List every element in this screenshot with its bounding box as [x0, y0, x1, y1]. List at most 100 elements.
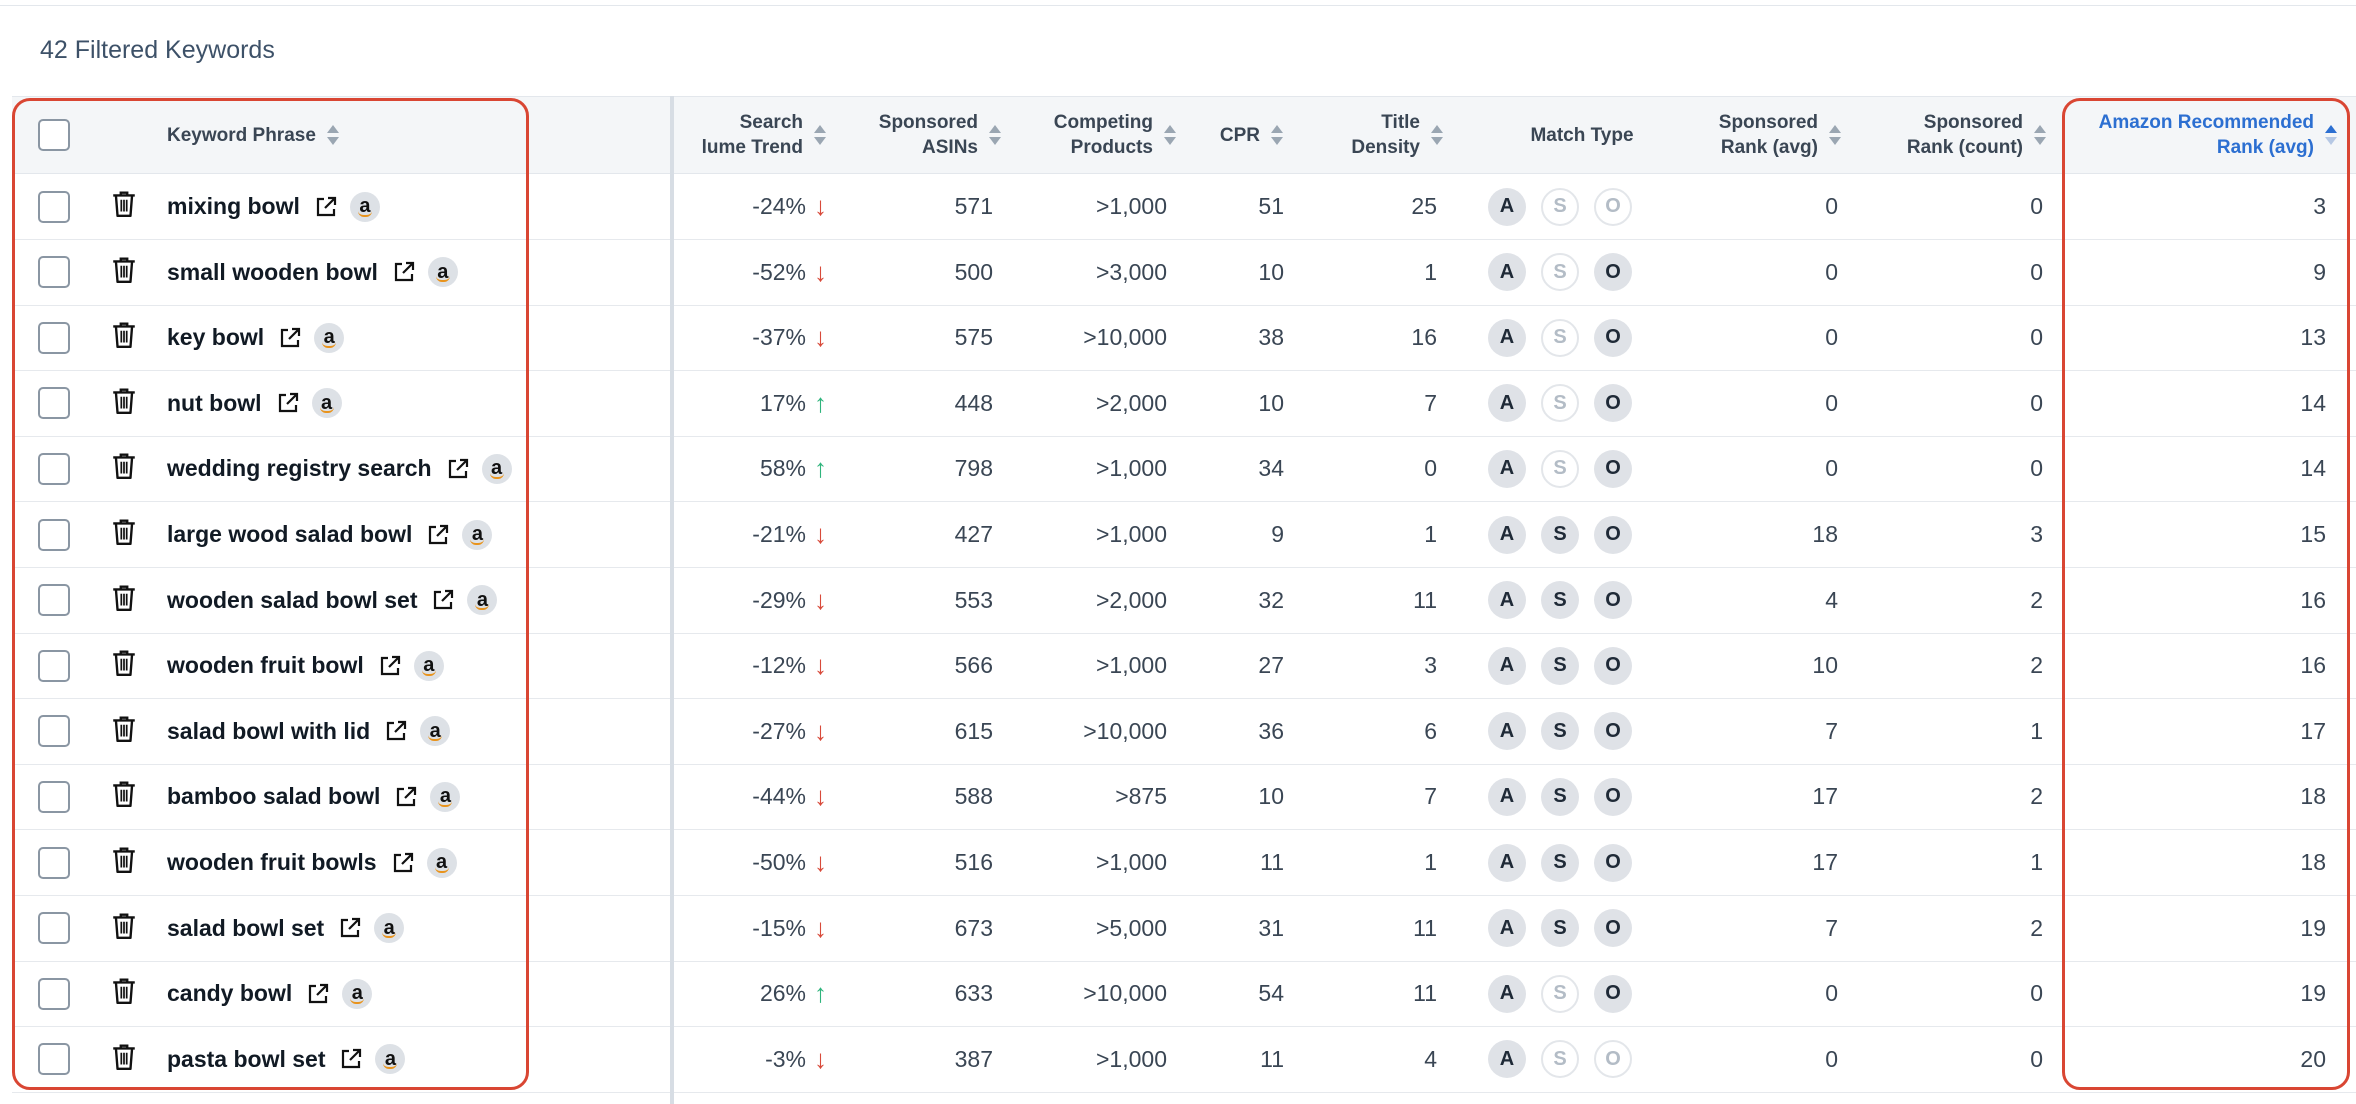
match-badge-a[interactable]: A [1488, 318, 1526, 357]
row-checkbox[interactable] [38, 715, 70, 748]
keyword-phrase[interactable]: pasta bowl set [167, 1045, 326, 1072]
external-link-icon[interactable] [380, 785, 418, 809]
amazon-icon[interactable]: a [314, 322, 345, 353]
external-link-icon[interactable] [325, 1047, 363, 1071]
header-cpr[interactable]: CPR [1182, 97, 1284, 173]
amazon-icon[interactable]: a [420, 716, 451, 747]
external-link-icon[interactable] [300, 195, 338, 219]
match-badge-a[interactable]: A [1488, 974, 1526, 1013]
delete-keyword-button[interactable] [104, 896, 144, 961]
header-sponsored-rank-count[interactable]: Sponsored Rank (count) [1852, 97, 2047, 173]
amazon-icon[interactable]: a [342, 978, 373, 1009]
match-badge-o[interactable]: O [1594, 646, 1632, 685]
keyword-phrase[interactable]: large wood salad bowl [167, 521, 413, 547]
trash-icon[interactable] [111, 912, 137, 945]
match-badge-o[interactable]: O [1594, 253, 1632, 292]
external-link-icon[interactable] [377, 851, 415, 875]
trash-icon[interactable] [111, 780, 137, 813]
match-badge-a[interactable]: A [1488, 712, 1526, 751]
keyword-phrase[interactable]: mixing bowl [167, 193, 300, 219]
row-checkbox[interactable] [38, 780, 70, 813]
header-amazon-recommended-rank[interactable]: Amazon Recommended Rank (avg) [2062, 97, 2338, 173]
trash-icon[interactable] [111, 518, 137, 551]
header-select-all[interactable] [34, 97, 74, 173]
trash-icon[interactable] [111, 190, 137, 223]
match-badge-o[interactable]: O [1594, 318, 1632, 357]
match-badge-o[interactable]: O [1594, 581, 1632, 620]
sort-icon[interactable] [1828, 123, 1842, 147]
match-badge-a[interactable]: A [1488, 646, 1526, 685]
amazon-icon[interactable]: a [462, 519, 493, 550]
match-badge-o[interactable]: O [1594, 974, 1632, 1013]
sort-icon[interactable] [2033, 123, 2047, 147]
match-badge-o[interactable]: O [1594, 1040, 1632, 1079]
row-select[interactable] [34, 436, 74, 501]
keyword-phrase[interactable]: wooden salad bowl set [167, 586, 418, 613]
row-select[interactable] [34, 764, 74, 829]
match-badge-a[interactable]: A [1488, 581, 1526, 620]
match-badge-s[interactable]: S [1541, 843, 1579, 882]
header-title-density[interactable]: Title Density [1292, 97, 1444, 173]
row-select[interactable] [34, 502, 74, 567]
match-badge-s[interactable]: S [1541, 449, 1579, 488]
keyword-phrase[interactable]: bamboo salad bowl [167, 783, 381, 810]
sort-icon[interactable] [813, 123, 827, 147]
row-checkbox[interactable] [38, 649, 70, 682]
keyword-phrase[interactable]: wooden fruit bowl [167, 652, 364, 679]
match-badge-s[interactable]: S [1541, 974, 1579, 1013]
amazon-icon[interactable]: a [413, 650, 444, 681]
row-checkbox[interactable] [38, 321, 70, 354]
amazon-icon[interactable]: a [349, 191, 380, 222]
select-all-checkbox[interactable] [38, 119, 70, 151]
trash-icon[interactable] [111, 977, 137, 1010]
amazon-icon[interactable]: a [375, 1044, 406, 1075]
delete-keyword-button[interactable] [104, 240, 144, 305]
header-keyword-phrase[interactable]: Keyword Phrase [167, 97, 407, 173]
sort-icon[interactable] [1430, 123, 1444, 147]
amazon-icon[interactable]: a [481, 453, 512, 484]
amazon-icon[interactable]: a [311, 388, 342, 419]
match-badge-a[interactable]: A [1488, 777, 1526, 816]
row-checkbox[interactable] [38, 256, 70, 289]
trash-icon[interactable] [111, 321, 137, 354]
row-checkbox[interactable] [38, 190, 70, 223]
row-select[interactable] [34, 633, 74, 698]
delete-keyword-button[interactable] [104, 371, 144, 436]
keyword-phrase[interactable]: nut bowl [167, 389, 262, 416]
match-badge-s[interactable]: S [1541, 253, 1579, 292]
keyword-phrase[interactable]: key bowl [167, 324, 265, 351]
row-select[interactable] [34, 830, 74, 895]
sort-icon[interactable] [1163, 123, 1177, 147]
row-select[interactable] [34, 568, 74, 633]
keyword-phrase[interactable]: salad bowl set [167, 914, 325, 941]
match-badge-o[interactable]: O [1594, 449, 1632, 488]
amazon-icon[interactable]: a [427, 257, 458, 288]
delete-keyword-button[interactable] [104, 1027, 144, 1092]
external-link-icon[interactable] [378, 260, 416, 284]
sort-icon[interactable] [326, 123, 340, 147]
external-link-icon[interactable] [417, 588, 455, 612]
row-checkbox[interactable] [38, 912, 70, 945]
row-checkbox[interactable] [38, 452, 70, 485]
match-badge-a[interactable]: A [1488, 909, 1526, 948]
row-select[interactable] [34, 961, 74, 1026]
match-badge-s[interactable]: S [1541, 187, 1579, 226]
header-sponsored-asins[interactable]: Sponsored ASINs [832, 97, 1002, 173]
delete-keyword-button[interactable] [104, 961, 144, 1026]
amazon-icon[interactable]: a [467, 585, 498, 616]
row-select[interactable] [34, 371, 74, 436]
match-badge-a[interactable]: A [1488, 843, 1526, 882]
match-badge-o[interactable]: O [1594, 777, 1632, 816]
trash-icon[interactable] [111, 256, 137, 289]
match-badge-o[interactable]: O [1594, 909, 1632, 948]
delete-keyword-button[interactable] [104, 699, 144, 764]
match-badge-s[interactable]: S [1541, 318, 1579, 357]
keyword-phrase[interactable]: salad bowl with lid [167, 717, 371, 744]
delete-keyword-button[interactable] [104, 174, 144, 239]
row-select[interactable] [34, 174, 74, 239]
match-badge-o[interactable]: O [1594, 384, 1632, 423]
frozen-column-divider[interactable] [670, 96, 674, 1104]
header-sponsored-rank-avg[interactable]: Sponsored Rank (avg) [1682, 97, 1842, 173]
trash-icon[interactable] [111, 715, 137, 748]
amazon-icon[interactable]: a [426, 847, 457, 878]
